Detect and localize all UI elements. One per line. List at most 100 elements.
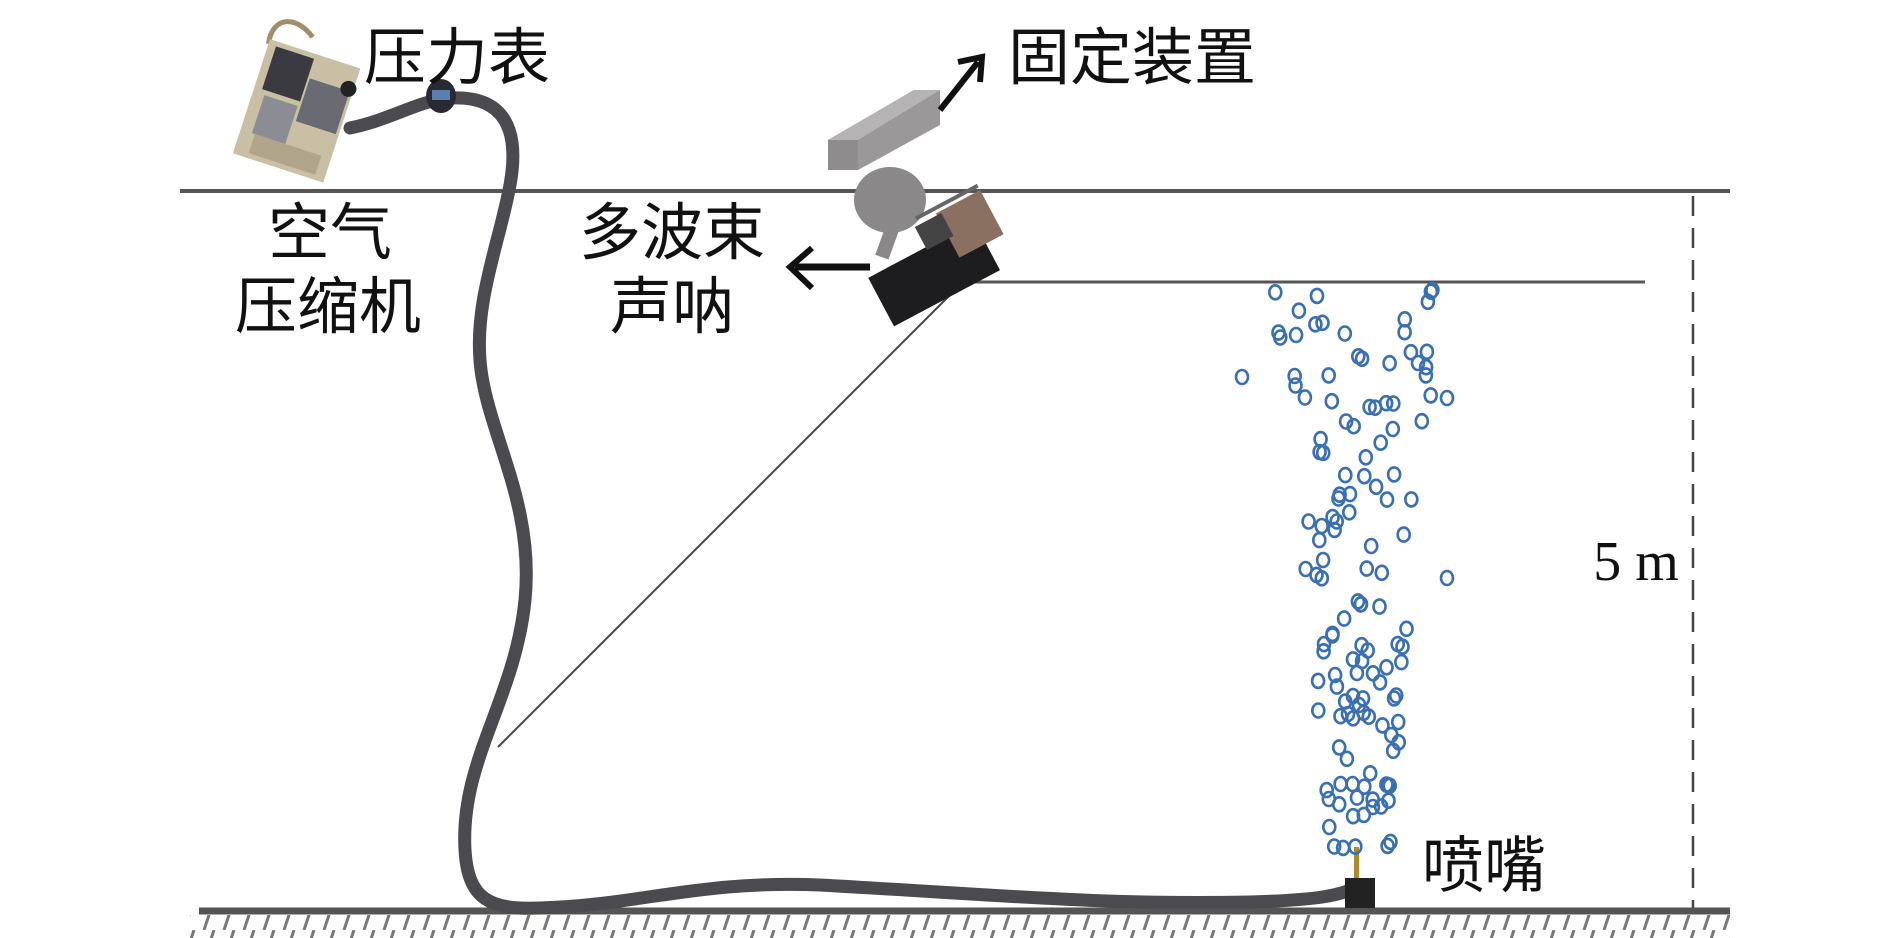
bubble [1423, 387, 1438, 404]
bubble [1365, 798, 1381, 816]
bubble [1316, 635, 1332, 653]
bubble [1301, 513, 1316, 530]
bubble [1361, 708, 1377, 726]
bubble [1423, 283, 1439, 301]
bubble [1372, 674, 1388, 691]
bubble [1399, 620, 1414, 638]
bubble [1316, 642, 1331, 660]
bubble [1345, 775, 1360, 793]
bubble [1385, 420, 1401, 438]
bubble [1315, 551, 1331, 569]
air-compressor-icon [232, 19, 361, 183]
bubble [1342, 485, 1358, 503]
bubble [1329, 678, 1345, 695]
bubble [1394, 653, 1409, 671]
bubble [1288, 326, 1304, 344]
bubble [1357, 778, 1372, 796]
bubble [1357, 467, 1372, 485]
bubble [1339, 750, 1355, 768]
bubble [1329, 513, 1344, 530]
bubble [1375, 717, 1390, 734]
bubble [1327, 666, 1343, 684]
bubble-column [1234, 281, 1455, 857]
bubble [1288, 377, 1303, 394]
label-depth: 5 m [1593, 531, 1679, 593]
bubble [1331, 795, 1347, 813]
bubble [1354, 636, 1369, 654]
bubble [1319, 781, 1334, 799]
label-multibeam-line2: 声呐 [609, 270, 735, 343]
bubble [1386, 466, 1402, 483]
bubble [1379, 776, 1394, 793]
bubble [1342, 503, 1357, 521]
arrow-to-fixing-device-icon [937, 53, 986, 112]
bubble [1365, 791, 1380, 808]
bubble [1439, 389, 1455, 407]
bubble [1379, 658, 1394, 676]
bubble [1359, 560, 1374, 577]
bubble [1383, 833, 1398, 851]
bubble [1337, 325, 1353, 342]
bubble [1322, 818, 1337, 836]
label-pressure-gauge: 压力表 [363, 21, 551, 94]
bubble [1268, 283, 1283, 301]
bubble [1403, 343, 1419, 361]
bubble [1338, 413, 1354, 430]
ground-hatching [190, 915, 1730, 938]
bubble [1309, 566, 1324, 584]
bubble [1336, 610, 1352, 627]
bubble [1321, 367, 1336, 384]
bubble [1291, 302, 1307, 320]
label-multibeam-line1: 多波束 [578, 196, 766, 269]
bubble [1325, 508, 1340, 526]
multibeam-sonar-icon [868, 183, 1004, 327]
bubble [1325, 627, 1340, 644]
bubble [1362, 398, 1377, 416]
bubble [1338, 466, 1353, 484]
bubble [1382, 354, 1397, 372]
label-air-compressor-line1: 空气 [267, 196, 393, 269]
bubble [1326, 838, 1342, 855]
bubble [1418, 367, 1434, 384]
bubble [1332, 486, 1347, 504]
bubble [1380, 837, 1395, 855]
bubble [1345, 807, 1361, 825]
bubble [1310, 672, 1326, 690]
label-fixing-device: 固定装置 [1007, 21, 1257, 94]
bubble [1353, 596, 1368, 613]
bubble [1414, 412, 1430, 430]
bubble [1351, 347, 1366, 365]
bubble [1287, 367, 1302, 385]
bubble [1346, 417, 1361, 435]
bubble [1410, 354, 1426, 372]
label-nozzle: 喷嘴 [1421, 829, 1547, 902]
fixing-device-icon [828, 90, 940, 260]
label-air-compressor-line2: 压缩机 [234, 270, 422, 343]
bubble [1374, 564, 1390, 582]
sonar-beam-line [497, 289, 956, 748]
bubble [1358, 448, 1374, 466]
bubble [1420, 293, 1436, 311]
bubble [1314, 517, 1329, 535]
bubble [1324, 392, 1340, 410]
bubble [1348, 838, 1363, 855]
arrow-to-sonar-icon [785, 245, 870, 291]
bubble [1404, 491, 1419, 508]
bubble [1350, 593, 1366, 610]
bubble [1308, 315, 1323, 333]
bubble [1297, 389, 1313, 406]
bubble [1331, 739, 1347, 756]
bubble [1309, 287, 1325, 305]
bubble [1419, 343, 1435, 361]
bubble [1372, 598, 1387, 615]
nozzle-icon [1345, 847, 1375, 908]
bubble [1379, 491, 1395, 508]
bubble [1388, 687, 1404, 704]
bubble [1386, 690, 1402, 707]
bubble [1345, 687, 1361, 705]
bubble [1234, 368, 1250, 386]
bubble [1315, 314, 1330, 332]
bubble [1273, 329, 1288, 346]
bubble [1311, 702, 1326, 719]
